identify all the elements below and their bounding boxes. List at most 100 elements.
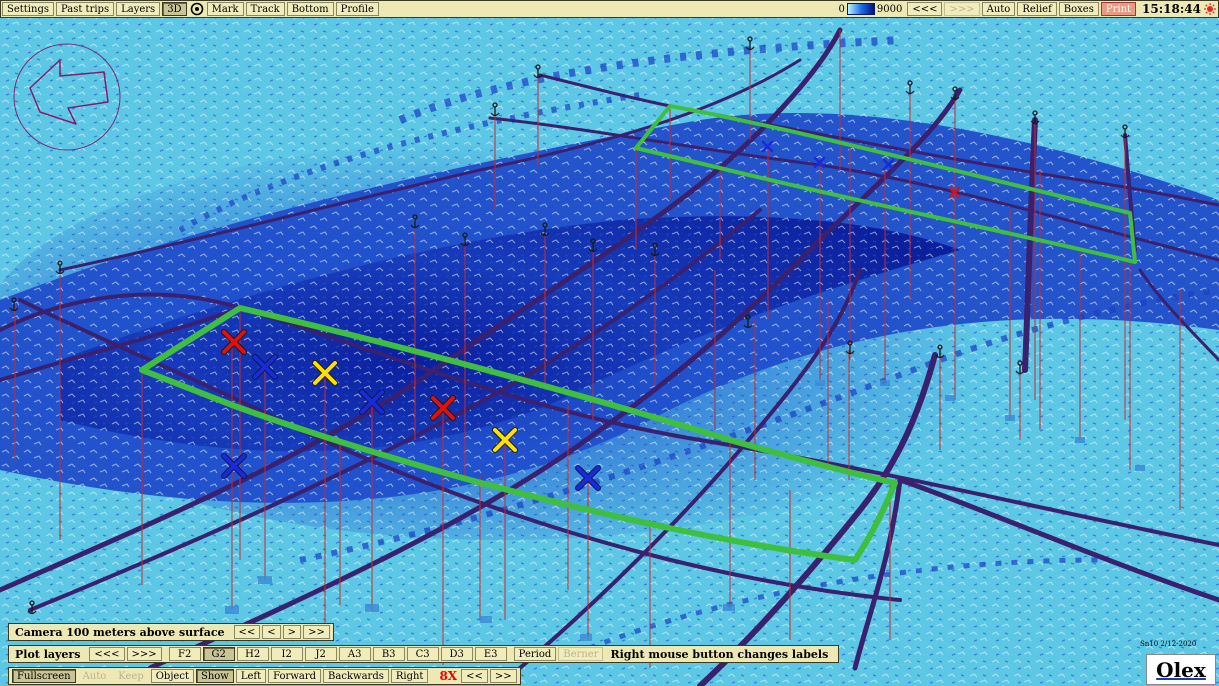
slower-button[interactable]: <<	[461, 669, 488, 683]
berner-button[interactable]: Berner	[558, 647, 604, 661]
camera-up-button[interactable]: >	[282, 625, 302, 639]
track-line[interactable]	[0, 306, 242, 382]
mark-yellow[interactable]	[312, 360, 338, 386]
mark-red[interactable]	[221, 329, 247, 355]
period-button[interactable]: Period	[513, 647, 557, 661]
track-line[interactable]	[0, 292, 1219, 547]
camera-label: Camera 100 meters above surface	[15, 625, 225, 639]
settings-button[interactable]: Settings	[2, 2, 54, 16]
anchor-icon[interactable]	[1015, 360, 1025, 375]
depth-back-button[interactable]: <<<	[907, 2, 943, 16]
track-line[interactable]	[147, 87, 963, 671]
anchor-icon[interactable]	[950, 86, 960, 101]
anchor-icon[interactable]	[410, 214, 420, 229]
mark-blue[interactable]	[359, 389, 385, 415]
layer-j2-button[interactable]: J2	[304, 647, 337, 661]
anchor-icon[interactable]	[588, 238, 598, 253]
anchor-icon[interactable]	[935, 344, 945, 359]
anchor-icon[interactable]	[1120, 124, 1130, 139]
3d-button[interactable]: 3D	[162, 2, 187, 16]
track-line[interactable]	[1138, 268, 1219, 362]
anchor-icon[interactable]	[745, 36, 755, 51]
speed-label: 8X	[439, 669, 458, 683]
mark-blue[interactable]	[761, 140, 774, 153]
camera-far-up-button[interactable]: >>	[303, 625, 330, 639]
profile-button[interactable]: Profile	[335, 2, 379, 16]
compass-arrow-icon[interactable]	[13, 43, 121, 151]
bottom-button[interactable]: Bottom	[286, 2, 334, 16]
layer-a3-button[interactable]: A3	[338, 647, 371, 661]
anchor-markers	[9, 36, 1130, 615]
anchor-icon[interactable]	[845, 340, 855, 355]
layer-b3-button[interactable]: B3	[372, 647, 405, 661]
anchor-icon[interactable]	[27, 600, 37, 615]
past-trips-button[interactable]: Past trips	[55, 2, 115, 16]
anchor-icon[interactable]	[490, 102, 500, 117]
mark-blue[interactable]	[252, 354, 278, 380]
keep-button[interactable]: Keep	[118, 670, 144, 682]
plot-next-button[interactable]: >>>	[126, 647, 162, 661]
anchor-icon[interactable]	[1030, 110, 1040, 125]
right-button[interactable]: Right	[390, 669, 429, 683]
depth-forward-button[interactable]: >>>	[944, 2, 980, 16]
boxes-button[interactable]: Boxes	[1058, 2, 1099, 16]
track-line[interactable]	[538, 73, 1219, 207]
circle-dot-icon[interactable]	[190, 2, 204, 16]
auto-button[interactable]: Auto	[981, 2, 1016, 16]
mark-red[interactable]	[948, 186, 961, 199]
mark-blue[interactable]	[221, 453, 247, 479]
track-line[interactable]	[1022, 117, 1038, 373]
show-button[interactable]: Show	[195, 669, 234, 683]
track-line[interactable]	[28, 208, 762, 612]
anchor-icon[interactable]	[650, 242, 660, 257]
depth-max-label: 9000	[876, 3, 903, 15]
track-line[interactable]	[0, 27, 843, 593]
mark-yellow[interactable]	[492, 427, 518, 453]
fullscreen-button[interactable]: Fullscreen	[12, 669, 76, 683]
anchor-icon[interactable]	[743, 314, 753, 329]
stake-footprints	[225, 380, 1145, 641]
mark-blue[interactable]	[813, 156, 826, 169]
route-box-near[interactable]	[139, 305, 898, 563]
anchor-icon[interactable]	[55, 260, 65, 275]
layer-i2-button[interactable]: I2	[270, 647, 303, 661]
anchor-icon[interactable]	[9, 297, 19, 312]
object-button[interactable]: Object	[150, 669, 194, 683]
faster-button[interactable]: >>	[489, 669, 517, 683]
anchor-icon[interactable]	[540, 222, 550, 237]
track-line[interactable]	[58, 58, 802, 272]
left-button[interactable]: Left	[235, 669, 267, 683]
layer-d3-button[interactable]: D3	[440, 647, 473, 661]
print-button[interactable]: Print	[1100, 2, 1137, 16]
layer-f2-button[interactable]: F2	[168, 647, 201, 661]
layer-c3-button[interactable]: C3	[406, 647, 439, 661]
relief-button[interactable]: Relief	[1017, 2, 1057, 16]
route-box-far[interactable]	[634, 104, 1137, 264]
backwards-button[interactable]: Backwards	[323, 669, 389, 683]
marks	[221, 140, 961, 491]
mark-red[interactable]	[430, 395, 456, 421]
camera-far-down-button[interactable]: <<	[233, 625, 261, 639]
plot-prev-button[interactable]: <<<	[89, 647, 125, 661]
layer-h2-button[interactable]: H2	[236, 647, 269, 661]
seabed-ridge	[398, 36, 901, 124]
anchor-icon[interactable]	[533, 64, 543, 79]
map-3d-view[interactable]	[0, 18, 1219, 686]
mark-blue[interactable]	[882, 158, 895, 171]
anchor-icon[interactable]	[905, 80, 915, 95]
sun-icon[interactable]	[1204, 3, 1216, 15]
mark-blue[interactable]	[575, 465, 601, 491]
track-line[interactable]	[852, 476, 1219, 671]
layer-g2-button[interactable]: G2	[202, 647, 235, 661]
anchor-icon[interactable]	[460, 232, 470, 247]
forward-button[interactable]: Forward	[268, 669, 322, 683]
layers-button[interactable]: Layers	[116, 2, 161, 16]
depth-color-scale[interactable]	[846, 3, 875, 15]
camera-down-button[interactable]: <	[262, 625, 281, 639]
olex-logo[interactable]: Olex	[1146, 654, 1216, 685]
mark-button[interactable]: Mark	[206, 2, 244, 16]
auto-play-button[interactable]: Auto	[82, 670, 107, 682]
track-button[interactable]: Track	[245, 2, 285, 16]
layer-e3-button[interactable]: E3	[474, 647, 507, 661]
track-line[interactable]	[697, 352, 938, 686]
